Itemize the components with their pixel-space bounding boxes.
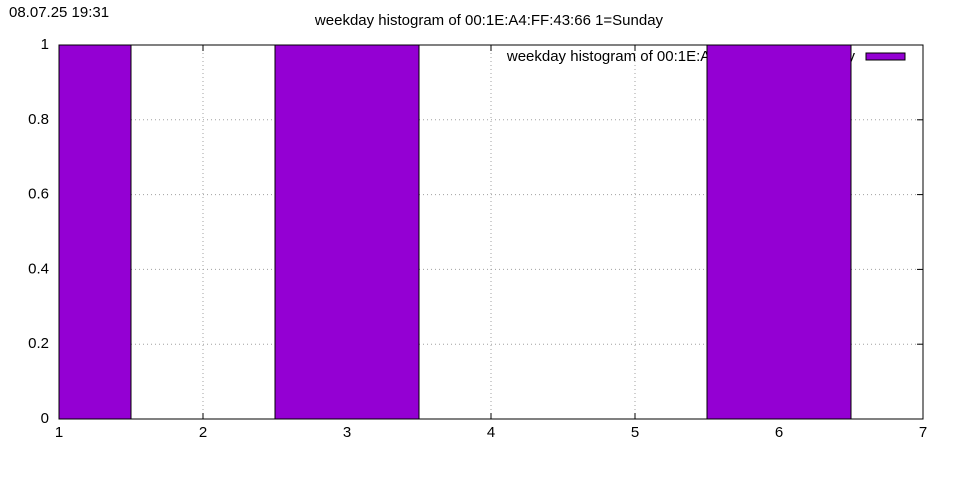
- bar: [59, 45, 132, 419]
- y-tick-label: 0.6: [28, 186, 49, 203]
- y-tick-label: 1: [41, 36, 49, 53]
- x-tick-label: 1: [55, 424, 63, 441]
- bar: [274, 45, 420, 419]
- plot-border: [58, 44, 924, 420]
- y-tick-label: 0.2: [28, 335, 49, 352]
- plot-area: [59, 45, 852, 419]
- timestamp: 08.07.25 19:31: [9, 4, 109, 21]
- x-tick-label: 7: [919, 424, 927, 441]
- y-tick-label: 0: [41, 410, 49, 427]
- x-tick-label: 3: [343, 424, 351, 441]
- x-tick-label: 4: [487, 424, 495, 441]
- chart-title: weekday histogram of 00:1E:A4:FF:43:66 1…: [314, 12, 664, 29]
- x-tick-label: 2: [199, 424, 207, 441]
- x-tick-label: 5: [631, 424, 639, 441]
- bar: [706, 45, 852, 419]
- x-tick-label: 6: [775, 424, 783, 441]
- y-tick-label: 0.4: [28, 260, 49, 277]
- y-tick-label: 0.8: [28, 111, 49, 128]
- legend-swatch: [865, 52, 906, 61]
